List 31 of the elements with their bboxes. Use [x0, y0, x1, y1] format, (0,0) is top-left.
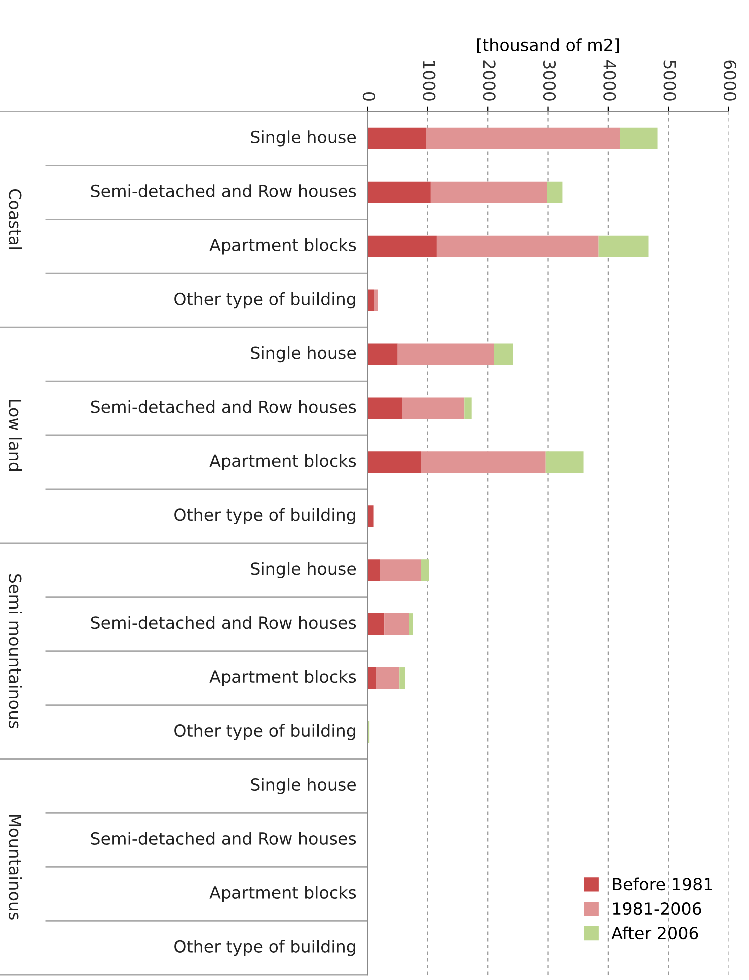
y-tick-label: Apartment blocks	[210, 454, 356, 471]
y-tick-label: Semi-detached and Row houses	[91, 616, 356, 630]
x-tick-label: 3000	[543, 60, 556, 101]
y-tick-label: Semi-detached and Row houses	[91, 400, 356, 414]
text: Low land	[9, 400, 22, 472]
y-tick-label: Semi-detached and Row houses	[91, 832, 356, 846]
x-tick-label: 4000	[604, 60, 616, 101]
text: Semi mountainous	[9, 574, 22, 728]
legend-label: Before 1981	[613, 878, 712, 891]
x-tick-label: 2000	[483, 60, 496, 101]
x-tick-label: 5000	[664, 60, 676, 101]
y-tick-label: Apartment blocks	[210, 670, 356, 686]
x-tick-label: 1000	[423, 61, 436, 101]
y-tick-label: Single house	[251, 130, 356, 147]
y-tick-label: Single house	[251, 562, 356, 578]
x-tick-label: 0	[362, 92, 376, 101]
x-axis-title: [thousand of m2]	[478, 38, 620, 54]
text: Mountainous	[9, 815, 22, 920]
y-tick-label: Other type of building	[174, 940, 356, 956]
y-tick-label: Apartment blocks	[210, 886, 356, 902]
legend-label: After 2006	[612, 926, 698, 940]
text: Coastal	[9, 190, 22, 250]
y-tick-label: Other type of building	[174, 292, 356, 309]
y-tick-label: Single house	[251, 346, 356, 363]
y-tick-label: Semi-detached and Row houses	[91, 184, 356, 198]
y-tick-label: Single house	[251, 778, 356, 794]
legend-label: 1981-2006	[613, 902, 702, 916]
x-tick-label: 6000	[724, 60, 737, 101]
y-tick-label: Other type of building	[174, 508, 356, 524]
y-tick-label: Apartment blocks	[210, 238, 356, 255]
y-tick-label: Other type of building	[174, 724, 356, 740]
